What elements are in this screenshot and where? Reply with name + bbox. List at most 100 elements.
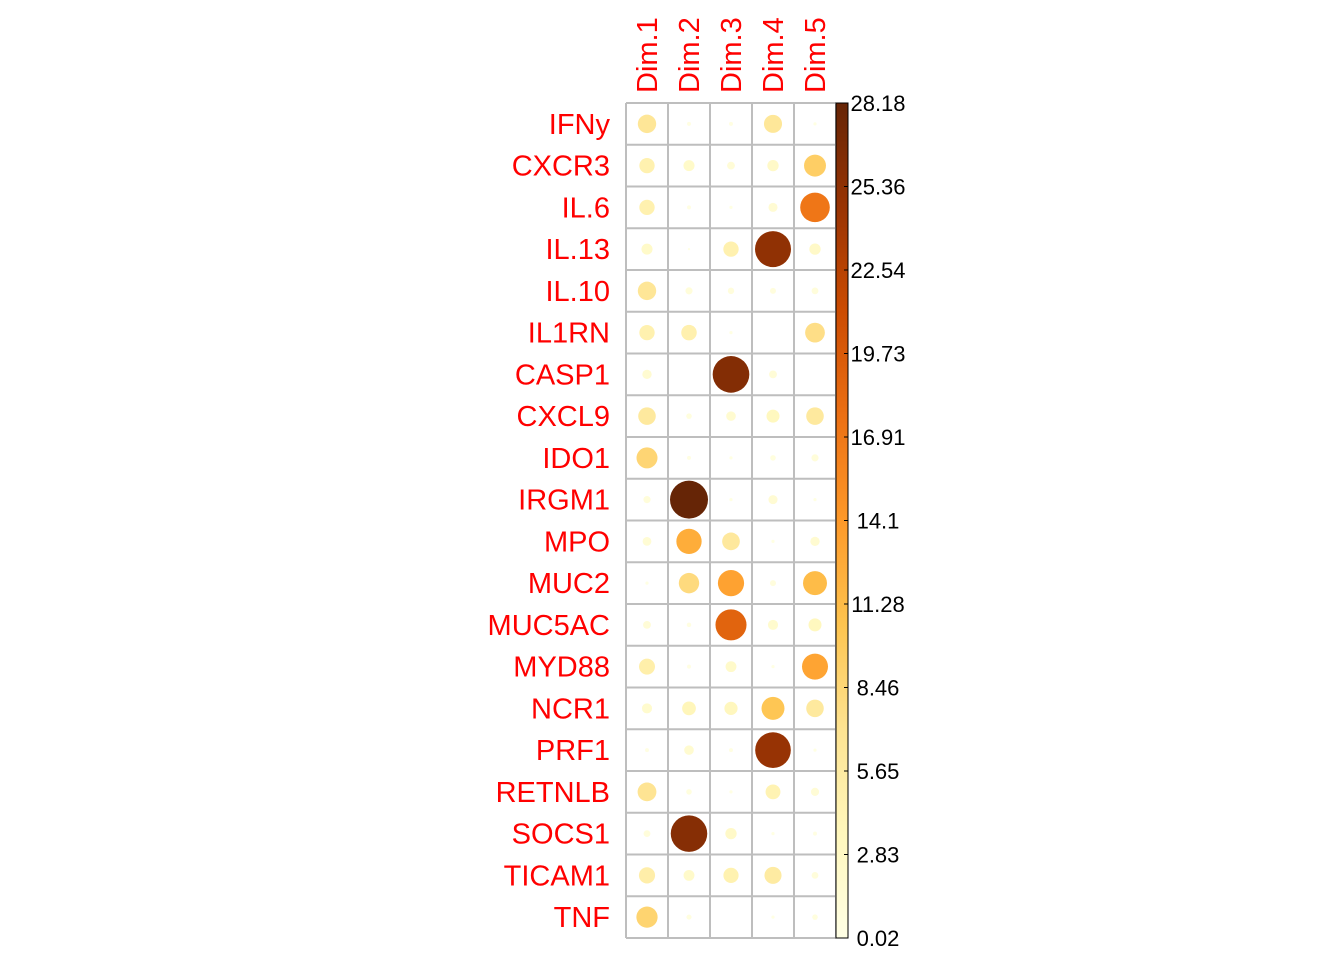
circle-mark — [639, 324, 655, 341]
circle-mark — [687, 455, 691, 460]
circle-mark — [676, 528, 702, 555]
circle-mark — [806, 407, 824, 425]
row-label: TNF — [554, 902, 610, 934]
circle-mark — [767, 159, 779, 172]
circle-mark — [638, 867, 656, 884]
row-label: RETNLB — [496, 777, 610, 809]
circle-mark — [643, 620, 651, 629]
circle-mark — [771, 915, 775, 919]
circle-mark — [681, 324, 697, 341]
colorbar-tick-label: 19.73 — [850, 342, 905, 367]
circle-mark — [670, 480, 708, 519]
colorbar-tick-label: 5.65 — [857, 759, 900, 784]
row-label: IL1RN — [528, 318, 610, 350]
circle-mark — [723, 867, 739, 883]
colorbar-tick-label: 11.28 — [851, 592, 904, 617]
colorbar-tick-label: 28.18 — [850, 91, 905, 116]
row-label: MYD88 — [513, 652, 610, 684]
circle-mark — [727, 161, 735, 170]
circle-mark — [715, 609, 747, 641]
colorbar-tick-label: 2.83 — [857, 843, 900, 868]
circle-mark — [811, 871, 819, 879]
circle-mark — [683, 160, 695, 172]
circle-mark — [717, 570, 745, 597]
circle-mark — [770, 287, 776, 294]
circle-mark — [725, 661, 737, 673]
circle-mark — [761, 696, 785, 720]
circle-mark — [806, 699, 824, 718]
colorbar-tick-label: 0.02 — [857, 926, 900, 951]
circle-mark — [811, 287, 819, 295]
circle-mark — [643, 496, 651, 504]
circle-mark — [724, 701, 738, 715]
circle-mark — [684, 745, 694, 755]
circle-mark — [686, 622, 692, 628]
circle-mark — [639, 157, 655, 174]
circle-mark — [802, 653, 828, 680]
circle-mark — [771, 539, 775, 543]
circle-mark — [725, 827, 737, 840]
row-label: IL.6 — [562, 192, 610, 224]
circle-mark — [727, 287, 735, 295]
circle-mark — [813, 831, 817, 836]
row-label: PRF1 — [536, 735, 610, 767]
circle-mark — [729, 456, 733, 460]
circle-mark — [729, 205, 733, 209]
colorbar-tick-label: 16.91 — [850, 425, 905, 450]
colorbar: 28.18 25.36 22.54 19.73 16.91 14.1 11.28 8.46 5.… — [835, 91, 906, 951]
circle-mark — [763, 114, 783, 133]
circle-mark — [729, 748, 733, 753]
row-label: MUC5AC — [488, 610, 610, 642]
circle-mark — [642, 369, 652, 380]
circle-mark — [712, 356, 750, 393]
row-label: IL.13 — [546, 234, 611, 266]
circle-mark — [686, 789, 692, 795]
row-label: MUC2 — [528, 568, 610, 600]
circle-mark — [729, 331, 733, 335]
circle-mark — [643, 830, 651, 838]
circle-mark — [813, 748, 817, 752]
circle-mark — [645, 581, 649, 585]
circle-mark — [687, 664, 691, 669]
circle-mark — [771, 832, 775, 836]
circle-mark — [813, 498, 817, 502]
circle-mark — [810, 536, 820, 547]
row-label: TICAM1 — [504, 860, 610, 892]
circle-mark — [729, 790, 733, 794]
circle-mark — [726, 411, 736, 421]
circle-mark — [636, 447, 658, 469]
circle-mark — [670, 815, 708, 852]
circle-mark — [768, 495, 778, 505]
circle-mark — [687, 247, 691, 251]
circle-mark — [765, 784, 781, 800]
circle-mark — [729, 121, 733, 126]
row-label: MPO — [544, 526, 610, 558]
circle-mark — [686, 914, 692, 920]
circle-mark — [722, 532, 740, 551]
circle-mark — [637, 782, 657, 802]
circle-mark — [641, 243, 653, 255]
row-label: IRGM1 — [518, 485, 610, 517]
circle-mark — [639, 199, 655, 216]
circle-mark — [764, 866, 782, 884]
circle-mark — [755, 732, 791, 768]
circle-mark — [770, 580, 776, 587]
circle-mark — [803, 571, 827, 596]
row-label: NCR1 — [531, 693, 610, 725]
circle-mark — [687, 121, 691, 126]
circle-mark — [645, 748, 649, 753]
circle-mark — [729, 498, 733, 502]
circle-mark — [638, 407, 656, 425]
circle-mark — [812, 914, 818, 920]
circle-mark — [723, 241, 739, 257]
circle-mark — [768, 202, 778, 212]
circle-mark — [682, 701, 696, 716]
colorbar-tick-label: 14.1 — [857, 509, 900, 534]
circle-mark — [642, 536, 652, 546]
row-label: IFNy — [549, 109, 611, 141]
circle-mark — [771, 665, 775, 669]
column-label: Dim.3 — [716, 17, 748, 93]
column-labels: Dim.1 Dim.2 Dim.3 Dim.4 Dim.5 — [632, 17, 832, 93]
circle-mark — [687, 205, 691, 210]
